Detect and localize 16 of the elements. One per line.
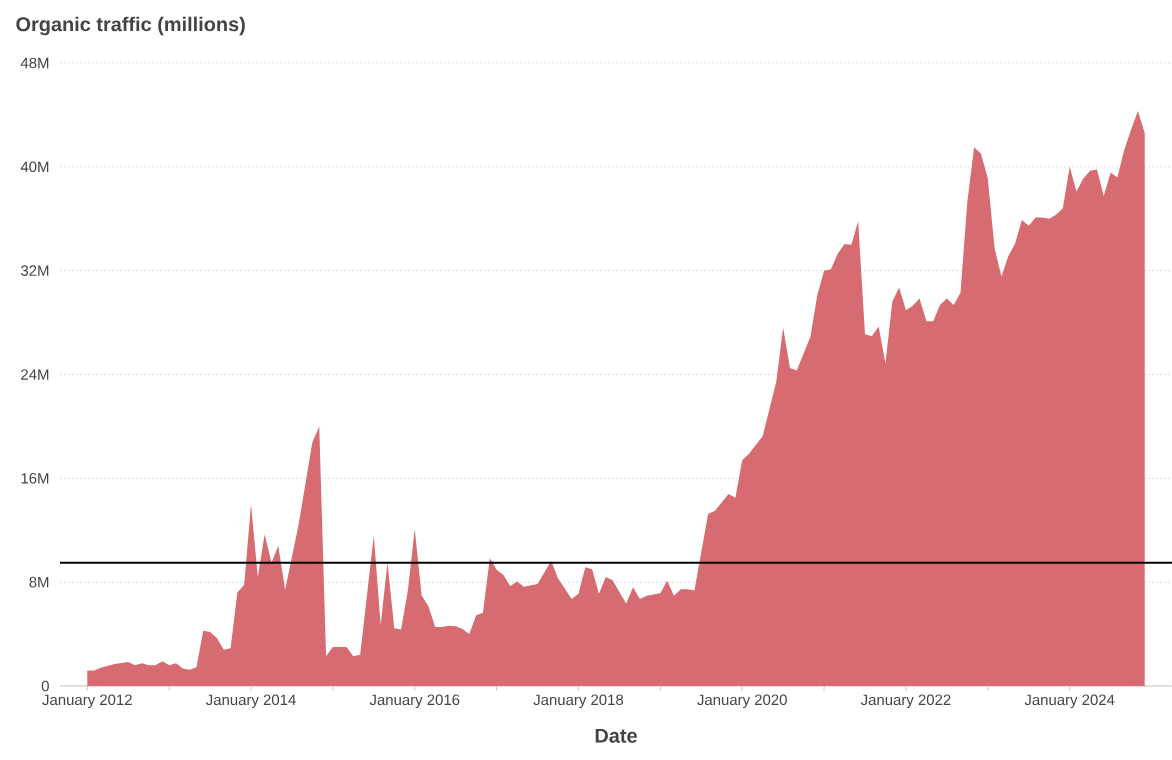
x-tick-label: January 2018 [533,694,624,709]
y-tick-label: 40M [20,161,49,173]
x-tick-label: January 2022 [860,694,951,709]
y-tick-label: 0 [41,680,49,692]
x-tick-label: January 2024 [1024,694,1115,709]
y-tick-label: 48M [20,57,49,69]
x-tick-label: January 2014 [205,694,296,709]
y-tick-label: 8M [29,576,49,588]
x-tick-label: January 2020 [697,694,787,709]
y-tick-label: 16M [21,473,49,484]
y-tick-label: 32M [20,265,49,276]
x-tick-label: January 2012 [42,694,132,709]
x-axis-title: Date [595,728,637,743]
chart-title: Organic traffic (millions) [16,16,245,36]
x-tick-label: January 2016 [369,694,460,709]
y-tick-label: 24M [21,369,49,380]
